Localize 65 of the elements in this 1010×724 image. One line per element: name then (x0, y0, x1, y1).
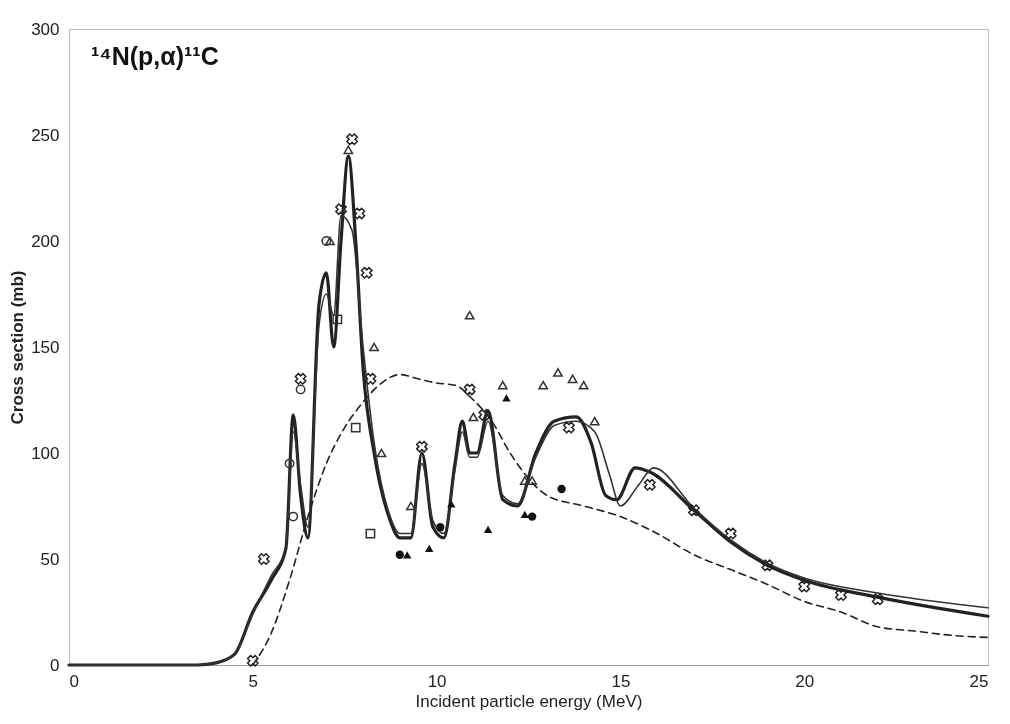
y-axis-title: Cross section (mb) (8, 270, 28, 425)
x-tick-label: 20 (795, 671, 815, 691)
point (520, 510, 530, 519)
point (687, 504, 700, 517)
point (364, 372, 377, 385)
point (257, 553, 270, 565)
point (365, 528, 376, 539)
point (350, 422, 361, 433)
y-tick-label: 200 (31, 231, 60, 251)
y-tick-label: 250 (31, 125, 60, 145)
point (346, 133, 358, 146)
point (557, 484, 566, 494)
point (246, 654, 259, 667)
x-tick-label: 10 (427, 671, 447, 691)
point (835, 589, 847, 601)
point (376, 448, 387, 458)
point (798, 580, 811, 593)
y-tick-label: 150 (31, 337, 60, 357)
point (519, 476, 530, 485)
point (478, 408, 491, 421)
point (284, 458, 295, 469)
point (436, 523, 445, 532)
point (538, 380, 549, 390)
point (294, 372, 307, 385)
x-tick-label: 15 (611, 671, 631, 691)
x-tick-label: 0 (69, 671, 79, 691)
y-tick-label: 50 (40, 549, 60, 569)
point (360, 266, 373, 279)
point (295, 384, 306, 395)
y-tick-label: 0 (50, 655, 60, 675)
point (502, 394, 511, 402)
point (552, 368, 563, 377)
point (724, 527, 737, 540)
point (325, 236, 335, 246)
y-tick-label: 300 (31, 19, 60, 39)
point (464, 310, 475, 320)
point (567, 374, 578, 384)
point (562, 421, 575, 434)
point (405, 501, 416, 511)
point (395, 550, 405, 559)
y-tick-label: 100 (31, 443, 60, 463)
point (497, 380, 508, 390)
point (369, 342, 380, 352)
x-axis-title: Incident particle energy (MeV) (415, 691, 643, 711)
point (468, 412, 479, 422)
point (447, 500, 456, 508)
point (761, 559, 774, 572)
x-tick-label: 25 (969, 671, 989, 691)
point (403, 551, 412, 559)
point (643, 478, 656, 491)
point (425, 544, 434, 553)
point (589, 416, 600, 426)
point (463, 383, 476, 396)
point (335, 203, 347, 216)
x-tick-label: 5 (248, 671, 259, 691)
point (871, 593, 884, 606)
annotation: ¹⁴N(p,α)¹¹C (91, 42, 219, 70)
point (483, 525, 493, 533)
point (527, 512, 537, 521)
point (321, 236, 332, 246)
point (332, 314, 343, 325)
point (415, 440, 428, 453)
point (343, 145, 354, 155)
point (578, 380, 589, 390)
point (288, 511, 299, 522)
